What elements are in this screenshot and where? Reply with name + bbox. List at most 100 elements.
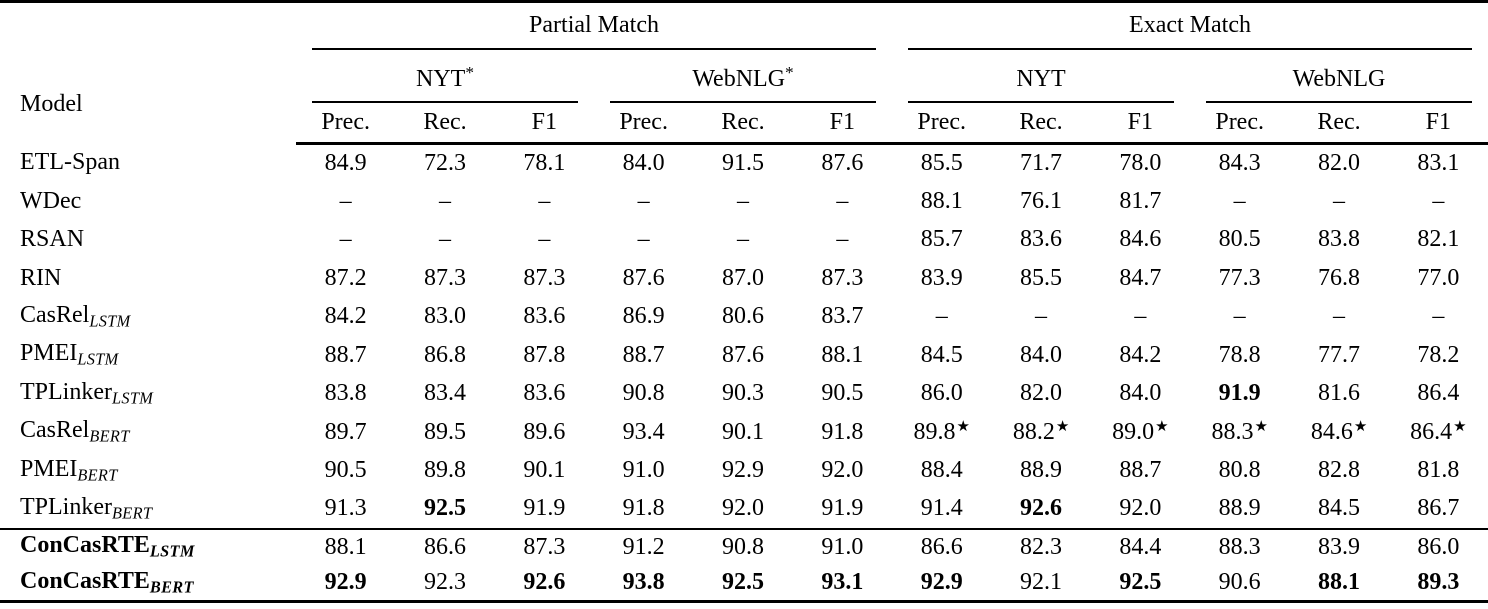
star-icon: ★ [956,418,970,435]
metric-header-rec: Rec. [991,102,1091,145]
value-cell: 88.7 [1119,457,1162,484]
value-cell: 89.6 [523,418,566,445]
value-cell: – [339,226,352,253]
value-cell: 92.3 [423,569,466,595]
value-cell: – [1035,303,1048,330]
value-cell: 77.0 [1417,264,1460,291]
dataset-label: WebNLG [1292,65,1386,92]
value-cell: 84.0 [1020,341,1063,368]
value-cell: 92.5 [721,569,764,595]
value-cell: 91.2 [593,527,694,565]
value-cell: 90.6 [1218,569,1261,595]
star-icon: ★ [1055,418,1070,435]
group-label: Partial Match [529,11,659,38]
value-cell: 87.3 [423,264,466,291]
value-cell: 88.3 [1190,527,1290,565]
value-cell: 83.9 [1289,527,1389,565]
model-subscript: BERT [89,427,130,447]
table-row: ETL-Span 84.9 72.3 78.1 84.0 91.5 87.6 85.5 71.7… [0,144,1488,183]
value-cell: 81.7 [1119,187,1162,214]
table-row: PMEILSTM 88.7 86.8 87.8 88.7 87.6 88.1 84.5 84.0… [0,336,1488,375]
group-header-row: Model Partial Match Exact Match [0,2,1488,117]
value-cell: 91.3 [324,495,367,522]
value-cell: 82.0 [1318,150,1360,176]
value-cell: 90.8 [693,527,793,565]
value-cell: 92.6 [1020,495,1063,522]
value-cell: 88.4 [920,457,963,484]
value-cell: – [736,226,749,253]
value-cell: 86.7 [1417,495,1460,522]
value-cell: 84.9 [324,150,367,176]
model-header-label: Model [20,90,83,117]
value-cell: 88.3★ [1211,418,1268,445]
value-cell: 80.6 [721,303,764,330]
value-cell: 89.8 [423,457,466,484]
model-name-cell: PMEILSTM [0,336,296,375]
dataset-header-row: NYT* WebNLG* NYT WebNLG [0,50,1488,103]
model-name-cell: CasRelBERT [0,413,296,452]
value-cell: – [1233,303,1246,330]
value-cell: 82.1 [1417,226,1460,253]
value-cell: 86.0 [1388,527,1488,565]
metric-header-rec: Rec. [1289,102,1389,145]
value-cell: 85.5 [920,150,963,176]
value-cell: 88.1 [296,527,396,565]
value-cell: 92.0 [1119,495,1162,522]
dataset-header-webnlg-exact: WebNLG [1190,50,1488,103]
value-cell: 92.0 [821,457,864,484]
value-cell: 87.6 [821,150,864,176]
table-row: RSAN – – – – – – 85.7 83.6 84.6 80.5 83.8 82.1 [0,221,1488,260]
model-name-cell: ETL-Span [0,144,296,183]
value-cell: – [736,187,749,214]
dataset-header-webnlg-partial: WebNLG* [594,50,892,103]
table-row: WDec – – – – – – 88.1 76.1 81.7 – – – [0,182,1488,221]
model-name: CasRel [20,301,90,328]
model-name: WDec [20,187,82,214]
model-name-cell: WDec [0,182,296,221]
value-cell: 83.4 [423,380,466,407]
value-cell: 91.9 [1218,380,1261,407]
value-cell: – [1134,303,1147,330]
model-name: RSAN [20,226,85,253]
value-cell: 78.1 [523,150,566,176]
star-icon: ★ [1155,418,1169,435]
value-cell: – [1432,187,1445,214]
value-cell: 71.7 [1020,150,1063,176]
value-cell: 87.3 [494,527,594,565]
star-icon: ★ [1353,418,1368,435]
value-cell: 83.6 [523,380,566,407]
value-cell: 87.0 [721,264,764,291]
value-cell: 80.5 [1218,226,1261,253]
value-cell: 77.3 [1218,264,1261,291]
model-name: RIN [20,264,62,291]
metric-header-rec: Rec. [693,102,793,145]
value-cell: 83.6 [523,303,566,330]
model-name-cell: RIN [0,259,296,298]
value-cell: 92.9 [920,569,963,595]
value-cell: 93.8 [622,569,665,595]
value-cell: 87.3 [821,264,864,291]
model-subscript: BERT [77,465,118,485]
dataset-label: WebNLG [692,65,786,92]
value-cell: 90.8 [622,380,665,407]
value-cell: 88.1 [1318,569,1360,595]
table-row: TPLinkerLSTM 83.8 83.4 83.6 90.8 90.3 90.5 86.0… [0,375,1488,414]
value-cell: 93.4 [622,418,665,445]
value-cell: 84.2 [1119,341,1162,368]
value-cell: 86.4 [1417,380,1460,407]
model-name: ETL-Span [20,149,120,176]
value-cell: 90.3 [721,380,764,407]
value-cell: – [538,226,551,253]
value-cell: – [438,226,451,253]
value-cell: – [836,187,849,214]
value-cell: 84.7 [1119,264,1162,291]
metric-header-f1: F1 [1090,102,1191,145]
value-cell: – [637,226,650,253]
metric-header-row: Prec. Rec. F1 Prec. Rec. F1 Prec. Rec. F… [0,102,1488,145]
model-name: ConCasRTE [20,532,150,559]
model-subscript: LSTM [149,542,195,562]
metric-header-prec: Prec. [892,102,992,145]
value-cell: 88.9 [1020,457,1063,484]
value-cell: 91.4 [920,495,963,522]
group-header-partial-match: Partial Match [296,2,892,50]
